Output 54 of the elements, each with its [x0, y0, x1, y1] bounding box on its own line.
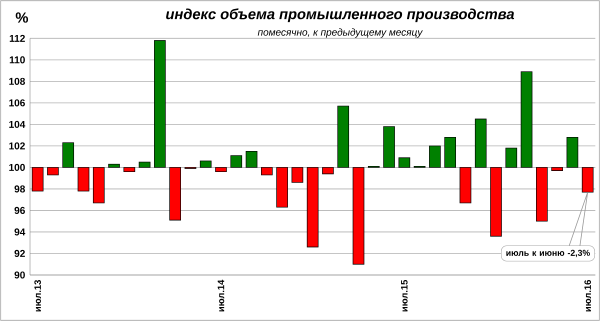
- bar: [505, 148, 518, 168]
- chart-subtitle: помесячно, к предыдущему месяцу: [258, 28, 423, 38]
- y-tick-label: 96: [14, 206, 25, 214]
- bar: [138, 162, 150, 168]
- bar: [47, 167, 59, 176]
- bar: [444, 136, 456, 168]
- bar: [92, 167, 105, 204]
- bar: [108, 164, 120, 168]
- y-tick-label: 94: [14, 228, 26, 236]
- bar: [352, 167, 364, 265]
- y-axis-title: %: [16, 12, 28, 23]
- y-tick-label: 98: [14, 185, 25, 192]
- bar: [582, 167, 594, 192]
- bar: [337, 106, 350, 168]
- bar: [490, 167, 502, 237]
- bar: [474, 118, 487, 168]
- bar: [78, 167, 90, 192]
- y-tick-label: 108: [9, 78, 25, 85]
- y-tick-label: 90: [14, 271, 25, 279]
- bar: [62, 142, 74, 168]
- bar: [276, 167, 288, 208]
- y-tick-label: 102: [9, 142, 25, 150]
- bar: [123, 167, 136, 172]
- y-tick-label: 106: [9, 99, 25, 106]
- bar: [306, 167, 318, 248]
- chart-title: индекс объема промышленного производства: [166, 8, 514, 22]
- y-tick-label: 110: [10, 56, 25, 64]
- y-tick-label: 92: [14, 250, 25, 258]
- bar: [536, 167, 548, 222]
- bar: [520, 71, 532, 168]
- bar: [169, 167, 181, 220]
- annotation: июль к июню -2,3%: [506, 250, 590, 258]
- bar: [566, 136, 578, 168]
- bar: [460, 167, 472, 204]
- bar: [32, 167, 44, 192]
- x-tick-label: июл.13: [34, 280, 41, 312]
- bar: [551, 167, 563, 171]
- y-tick-label: 112: [10, 34, 25, 42]
- x-tick-label: июл.15: [401, 280, 408, 312]
- bar: [246, 150, 258, 168]
- bar: [260, 167, 273, 176]
- bar: [322, 167, 334, 174]
- bar: [200, 160, 212, 168]
- bar: [383, 126, 395, 168]
- bar: [429, 146, 441, 168]
- x-tick-label: июл.14: [218, 280, 224, 312]
- bar: [230, 155, 242, 168]
- x-tick-label: июл.16: [584, 280, 591, 312]
- bar: [292, 167, 304, 183]
- bar: [215, 167, 227, 172]
- bar: [154, 40, 166, 168]
- y-tick-label: 100: [9, 164, 25, 171]
- bar: [398, 157, 410, 168]
- y-tick-label: 104: [9, 120, 26, 128]
